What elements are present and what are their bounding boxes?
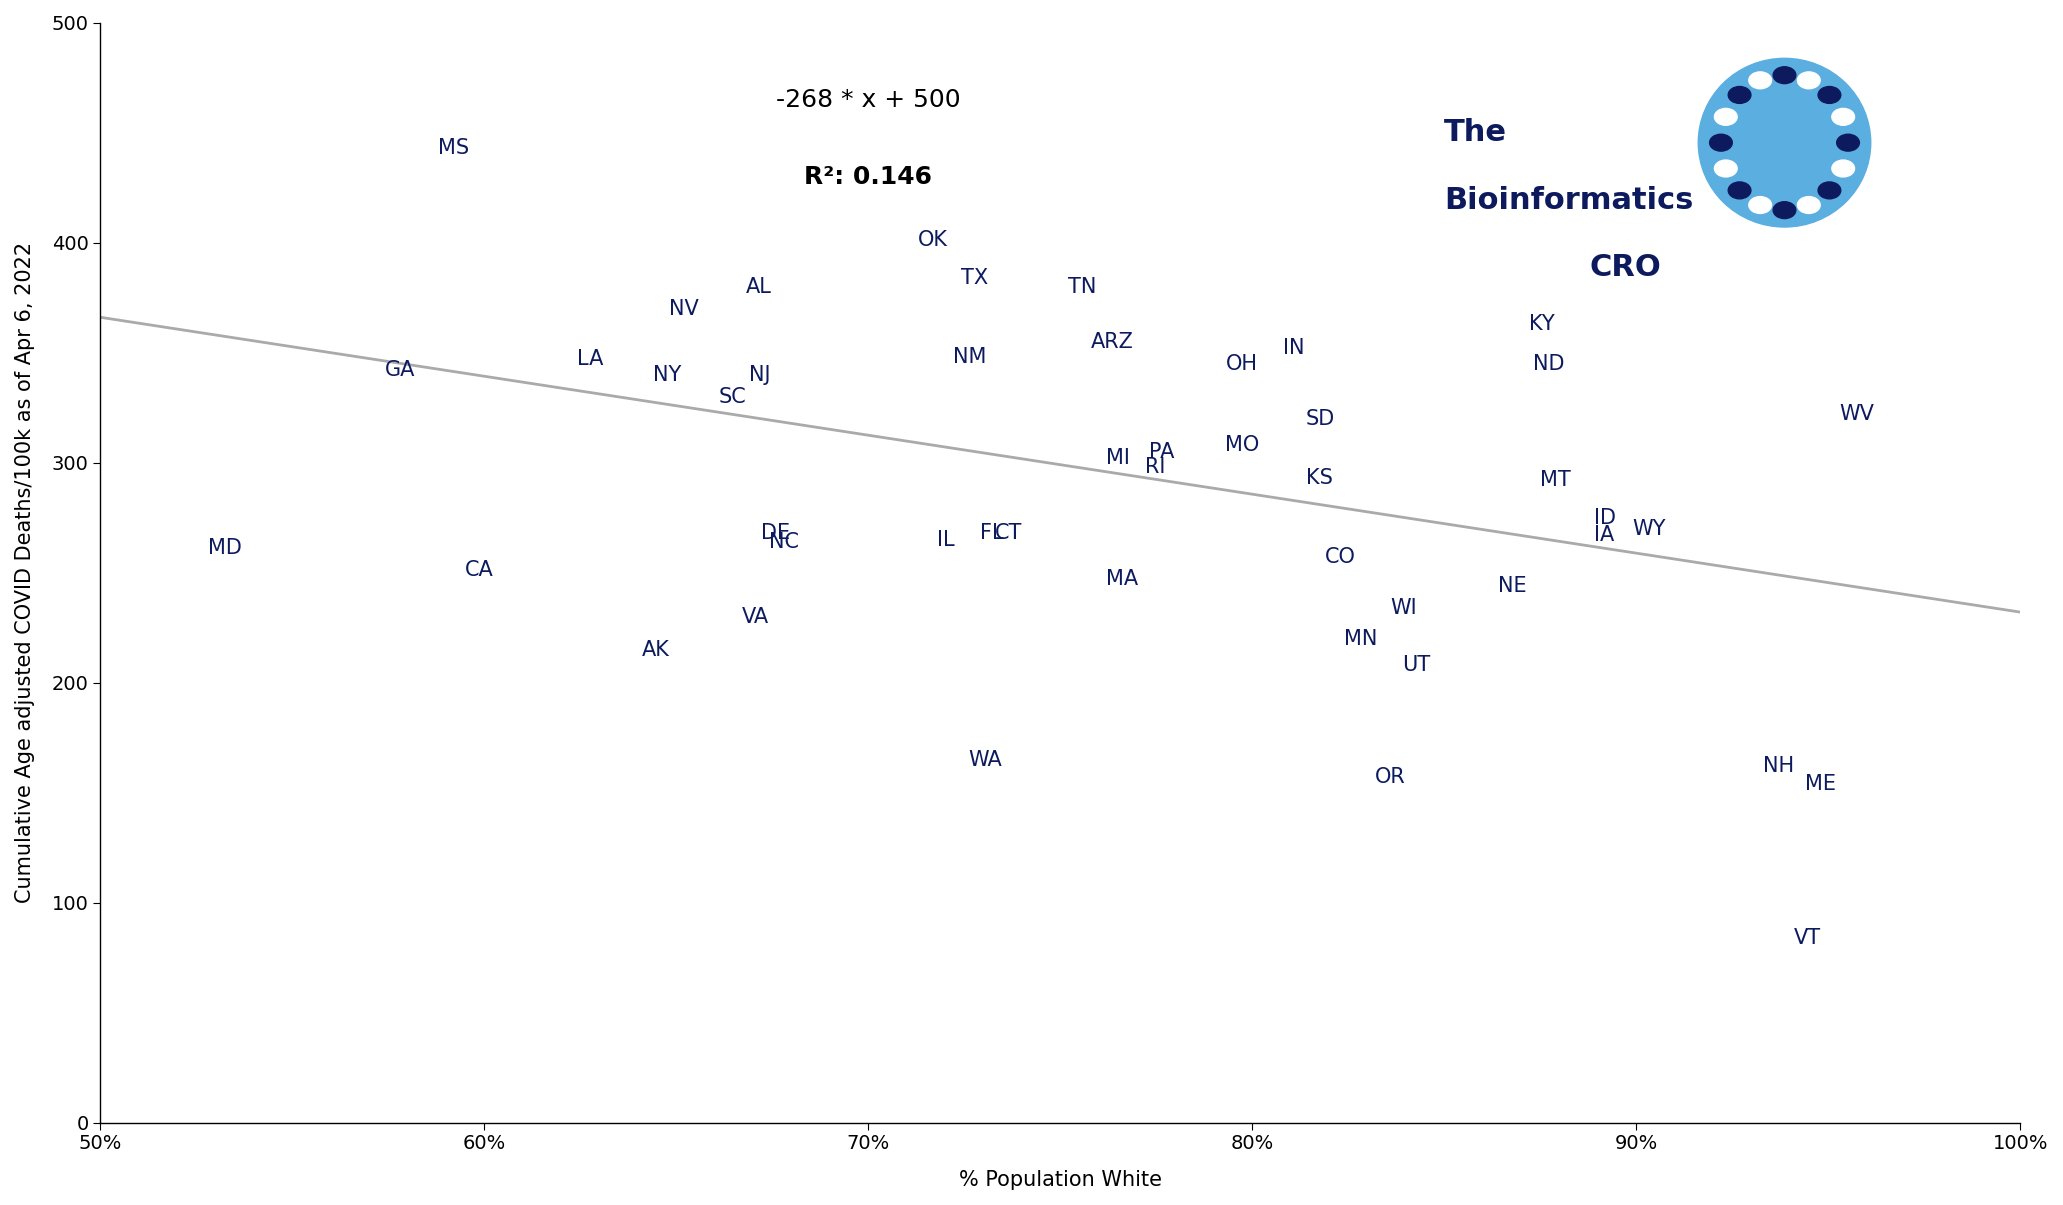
Circle shape: [1832, 160, 1855, 177]
Text: NH: NH: [1764, 756, 1795, 776]
Circle shape: [1832, 108, 1855, 125]
Text: VA: VA: [743, 606, 769, 627]
Text: OK: OK: [918, 230, 949, 251]
Ellipse shape: [1698, 58, 1871, 227]
Text: OH: OH: [1225, 353, 1258, 374]
Circle shape: [1714, 108, 1737, 125]
Text: CRO: CRO: [1589, 253, 1661, 282]
Text: TX: TX: [961, 268, 988, 288]
Text: NY: NY: [654, 364, 681, 384]
Circle shape: [1749, 72, 1772, 89]
Circle shape: [1772, 66, 1795, 83]
Text: VT: VT: [1793, 928, 1822, 947]
Text: Bioinformatics: Bioinformatics: [1444, 186, 1694, 214]
Text: ARZ: ARZ: [1091, 331, 1135, 352]
Text: NC: NC: [769, 531, 798, 552]
Text: AL: AL: [745, 276, 772, 296]
Circle shape: [1818, 87, 1840, 104]
Circle shape: [1772, 201, 1795, 218]
Text: PA: PA: [1149, 441, 1174, 462]
Text: KS: KS: [1306, 468, 1333, 488]
Text: NV: NV: [668, 299, 699, 318]
Circle shape: [1729, 182, 1751, 199]
Circle shape: [1797, 72, 1820, 89]
Text: SD: SD: [1306, 408, 1335, 429]
Text: MN: MN: [1345, 629, 1378, 648]
Y-axis label: Cumulative Age adjusted COVID Deaths/100k as of Apr 6, 2022: Cumulative Age adjusted COVID Deaths/100…: [14, 242, 35, 903]
Text: -268 * x + 500: -268 * x + 500: [776, 88, 961, 112]
Text: ND: ND: [1533, 353, 1564, 374]
Text: SC: SC: [718, 387, 747, 406]
Text: GA: GA: [384, 360, 415, 380]
Circle shape: [1836, 134, 1859, 151]
Text: WI: WI: [1390, 598, 1417, 618]
Circle shape: [1797, 196, 1820, 213]
Text: WA: WA: [968, 750, 1003, 770]
Text: KY: KY: [1529, 315, 1556, 334]
Text: FL: FL: [980, 523, 1003, 543]
Text: MA: MA: [1106, 569, 1139, 589]
Text: IA: IA: [1595, 525, 1615, 545]
Text: IL: IL: [937, 529, 955, 549]
Circle shape: [1710, 134, 1733, 151]
Text: ME: ME: [1805, 774, 1836, 794]
Text: MO: MO: [1225, 435, 1260, 455]
Text: LA: LA: [576, 349, 602, 369]
Text: TN: TN: [1069, 276, 1095, 296]
Text: NE: NE: [1498, 576, 1527, 595]
X-axis label: % Population White: % Population White: [959, 1170, 1161, 1191]
Text: The: The: [1444, 118, 1508, 147]
Text: IN: IN: [1283, 339, 1304, 358]
Text: MT: MT: [1541, 470, 1572, 490]
Text: UT: UT: [1403, 654, 1430, 675]
Text: WV: WV: [1840, 404, 1875, 424]
Text: MS: MS: [437, 137, 470, 158]
Text: NJ: NJ: [749, 364, 772, 384]
Text: DE: DE: [761, 523, 790, 543]
Text: WY: WY: [1632, 518, 1667, 539]
Text: MI: MI: [1106, 448, 1131, 468]
Text: AK: AK: [642, 640, 670, 659]
Circle shape: [1818, 182, 1840, 199]
Text: NM: NM: [953, 347, 986, 366]
Text: ID: ID: [1595, 507, 1615, 528]
Text: CO: CO: [1324, 547, 1355, 568]
Circle shape: [1729, 87, 1751, 104]
Circle shape: [1714, 160, 1737, 177]
Text: CA: CA: [466, 560, 493, 581]
Circle shape: [1749, 196, 1772, 213]
Text: CT: CT: [994, 523, 1023, 543]
Text: MD: MD: [208, 539, 241, 558]
Text: R²: 0.146: R²: 0.146: [805, 165, 932, 188]
Text: OR: OR: [1376, 768, 1407, 787]
Text: RI: RI: [1145, 457, 1166, 477]
